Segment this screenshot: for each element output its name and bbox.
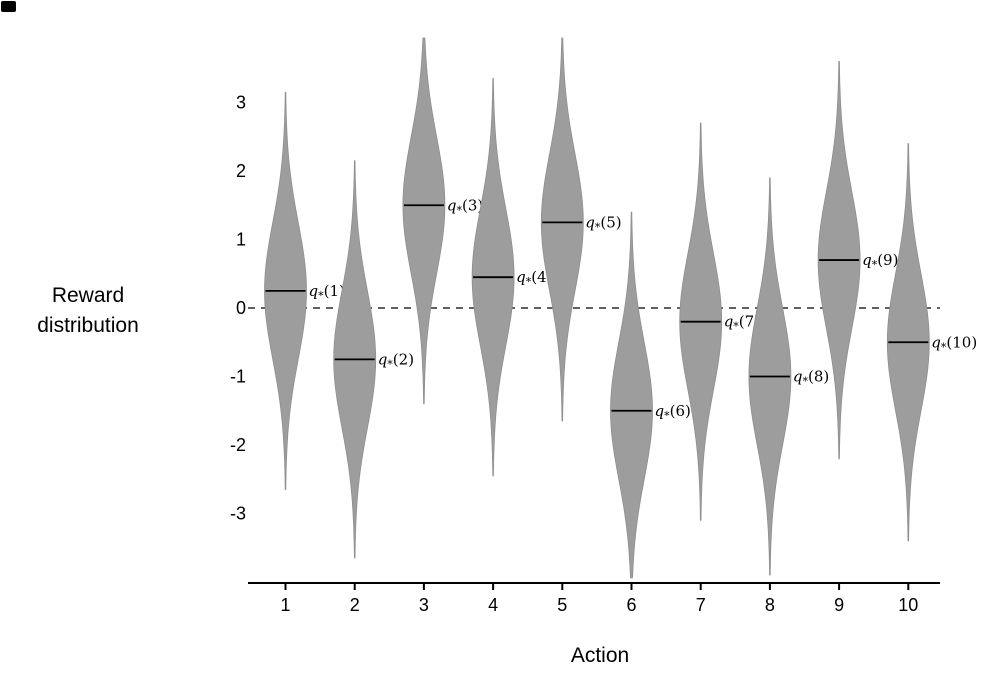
y-axis-label: Reward distribution xyxy=(37,284,139,338)
mean-label-action-8: q*(8) xyxy=(793,368,829,389)
x-tick-label-1: 1 xyxy=(280,595,290,615)
mean-label-action-6: q*(6) xyxy=(655,402,691,423)
x-axis-label: Action xyxy=(570,644,630,667)
x-tick-label-4: 4 xyxy=(488,595,498,615)
y-tick-label-2: 2 xyxy=(236,161,246,181)
y-tick-label--2: -2 xyxy=(230,435,246,455)
x-tick-label-5: 5 xyxy=(557,595,567,615)
x-tick-label-2: 2 xyxy=(350,595,360,615)
x-tick-label-10: 10 xyxy=(898,595,918,615)
mean-label-action-9: q*(9) xyxy=(862,251,898,272)
y-tick-label-3: 3 xyxy=(236,93,246,113)
y-tick-label--1: -1 xyxy=(230,367,246,387)
x-tick-label-9: 9 xyxy=(834,595,844,615)
violin-action-6 xyxy=(610,211,653,579)
y-tick-label-1: 1 xyxy=(236,230,246,250)
x-tick-label-3: 3 xyxy=(419,595,429,615)
corner-mark xyxy=(1,1,16,12)
mean-label-action-5: q*(5) xyxy=(585,213,621,234)
x-tick-label-7: 7 xyxy=(696,595,706,615)
mean-label-action-10: q*(10) xyxy=(931,333,977,354)
violin-action-5 xyxy=(540,37,584,422)
mean-label-action-1: q*(1) xyxy=(309,282,345,303)
y-tick-label-0: 0 xyxy=(236,298,246,318)
mean-label-action-2: q*(2) xyxy=(378,350,414,371)
y-tick-label--3: -3 xyxy=(230,504,246,524)
mean-label-action-3: q*(3) xyxy=(447,196,483,217)
violin-action-3 xyxy=(402,37,446,405)
x-tick-label-8: 8 xyxy=(765,595,775,615)
x-tick-label-6: 6 xyxy=(626,595,636,615)
